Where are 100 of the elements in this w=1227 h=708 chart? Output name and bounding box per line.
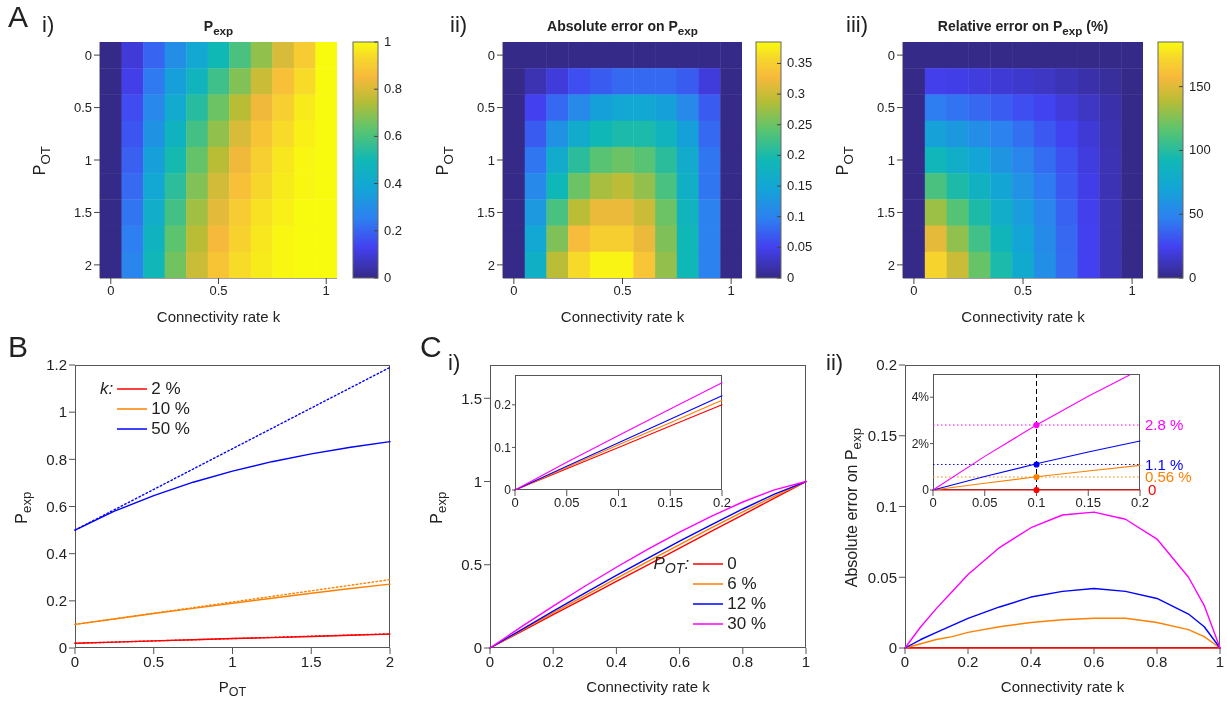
x-tick-label: 2 xyxy=(385,652,395,670)
color-bar-label: 0.35 xyxy=(787,55,813,71)
point xyxy=(1033,461,1040,468)
y-tick-label: 0.2 xyxy=(876,356,897,374)
x-tick-label: 1 xyxy=(322,283,330,299)
x-tick-label: 0.6 xyxy=(1083,652,1105,670)
y-tick-label: 0.5 xyxy=(876,100,895,116)
y-tick-label: 1 xyxy=(84,152,92,168)
color-bar-label: 0.8 xyxy=(384,81,403,97)
legend-label: 12 % xyxy=(727,594,766,614)
x-tick-label: 0.05 xyxy=(972,495,998,511)
line-series xyxy=(904,511,1221,649)
y-tick-label: 0.5 xyxy=(461,556,482,574)
ref-line-label: 2.8 % xyxy=(1145,416,1184,434)
legend-label: 2 % xyxy=(151,379,181,399)
legend-label: 0 xyxy=(727,554,737,574)
x-tick-label: 0.2 xyxy=(957,652,979,670)
x-tick-label: 0 xyxy=(107,283,115,299)
y-tick-label: 0.15 xyxy=(867,427,897,445)
x-axis-title: Connectivity rate k xyxy=(155,308,282,325)
color-bar-label: 0.15 xyxy=(787,178,813,194)
x-tick-label: 1 xyxy=(801,652,811,670)
text: B xyxy=(8,330,29,364)
color-bar-label: 0 xyxy=(787,270,795,285)
y-tick-label: 0 xyxy=(84,47,92,63)
x-tick-label: 0.5 xyxy=(613,283,632,299)
y-tick-label: 0 xyxy=(473,639,482,657)
color-bar-label: 0.6 xyxy=(384,128,403,144)
y-tick-label: 0.8 xyxy=(46,450,67,468)
line-series xyxy=(904,617,1221,649)
y-tick-label: 0.5 xyxy=(476,100,495,116)
y-tick-label: 2 xyxy=(84,257,92,273)
x-tick-label: 0.2 xyxy=(1130,495,1150,511)
y-tick-label: 4% xyxy=(911,390,930,405)
color-bar-label: 0.2 xyxy=(384,222,403,238)
legend-label: 50 % xyxy=(151,419,190,439)
color-bar-label: 0.3 xyxy=(787,86,806,102)
x-tick-label: 0.4 xyxy=(605,652,627,670)
text: ii) xyxy=(450,12,468,38)
color-bar-label: 0.1 xyxy=(787,208,806,224)
x-tick-label: 0.4 xyxy=(1020,652,1042,670)
y-tick-label: 1 xyxy=(58,403,67,421)
text: A xyxy=(8,0,29,34)
y-tick-label: 0.1 xyxy=(494,440,512,455)
annotation: 0 xyxy=(1148,481,1157,498)
legend-label: 10 % xyxy=(151,399,190,419)
y-tick-label: 0 xyxy=(887,47,895,63)
x-tick-label: 1 xyxy=(228,652,237,670)
y-tick-label: 2% xyxy=(911,436,930,451)
x-tick-label: 1.5 xyxy=(300,652,322,670)
color-bar-label: 0.25 xyxy=(787,116,813,132)
text: i) xyxy=(448,350,461,376)
text: i) xyxy=(42,12,55,38)
y-tick-label: 1.5 xyxy=(461,389,482,407)
y-tick-label: 0.2 xyxy=(494,398,512,413)
color-bar-label: 0.2 xyxy=(787,147,806,163)
ref-line-label: 1.1 % xyxy=(1145,455,1184,473)
y-tick-label: 0 xyxy=(888,639,897,657)
y-tick-label: 1.5 xyxy=(476,205,495,221)
legend-title: k: xyxy=(100,379,114,399)
y-tick-label: 0 xyxy=(504,483,512,498)
text: C xyxy=(420,330,442,364)
x-axis-title: Connectivity rate k xyxy=(585,678,711,695)
y-tick-label: 0.05 xyxy=(867,568,897,586)
y-tick-label: 0.5 xyxy=(73,100,92,116)
x-tick-label: 0.1 xyxy=(609,495,628,511)
y-tick-label: 0 xyxy=(58,639,67,657)
point xyxy=(1033,421,1040,429)
legend-title: P$_{OT}$: xyxy=(653,554,690,579)
y-tick-label: 0 xyxy=(922,483,930,498)
x-tick-label: 0.8 xyxy=(732,652,754,670)
y-tick-label: 1 xyxy=(487,152,495,168)
chart-title: Relative error on P$_{exp}$ (%) xyxy=(936,18,1110,37)
x-axis-title: Connectivity rate k xyxy=(999,678,1126,695)
y-tick-label: 1.2 xyxy=(46,356,67,374)
color-bar-label: 0.05 xyxy=(787,239,813,255)
x-tick-label: 0.6 xyxy=(669,652,691,670)
color-bar-label: 0 xyxy=(384,270,392,285)
color-bar-label: 50 xyxy=(1189,206,1204,222)
y-tick-label: 0.2 xyxy=(46,592,67,610)
x-tick-label: 0.8 xyxy=(1146,652,1168,670)
color-bar-label: 100 xyxy=(1189,142,1211,158)
line-series xyxy=(904,587,1221,649)
x-axis-title: P$_{OT}$ xyxy=(217,678,248,699)
y-tick-label: 1 xyxy=(887,152,895,168)
x-tick-label: 0.2 xyxy=(712,495,732,511)
x-tick-label: 0.5 xyxy=(143,652,165,670)
color-bar-label: 1 xyxy=(384,34,392,49)
x-tick-label: 0.2 xyxy=(542,652,564,670)
color-bar-label: 150 xyxy=(1189,78,1211,94)
chart-title: Absolute error on P$_{exp}$ xyxy=(546,18,699,37)
y-tick-label: 2 xyxy=(487,257,495,273)
legend-label: 6 % xyxy=(727,574,757,594)
line-series xyxy=(932,440,1141,491)
y-tick-label: 1.5 xyxy=(73,205,92,221)
y-tick-label: 1.5 xyxy=(876,205,895,221)
text: iii) xyxy=(846,12,868,38)
y-tick-label: 0.4 xyxy=(46,544,67,562)
x-tick-label: 0.05 xyxy=(554,495,580,511)
y-tick-label: 2 xyxy=(887,257,895,273)
